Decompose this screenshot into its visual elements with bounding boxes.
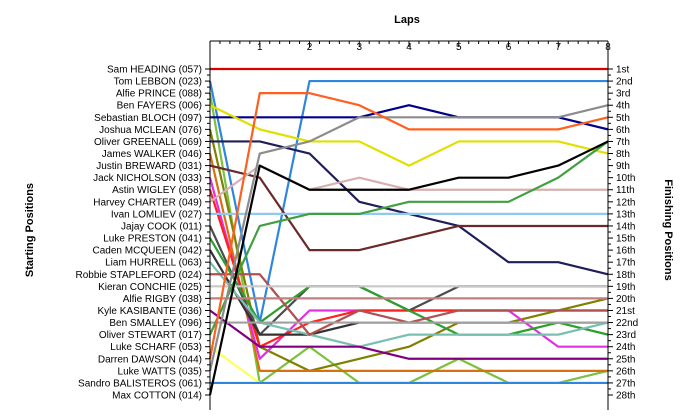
finish-label: 18th [616, 270, 635, 281]
series-line-23 [208, 140, 609, 336]
series-line-26 [208, 140, 609, 396]
finish-label: 22nd [616, 318, 638, 329]
start-label: Alfie PRINCE (088) [116, 89, 202, 100]
start-label: Oliver GREENALL (069) [94, 137, 202, 148]
finish-label: 14th [616, 221, 635, 232]
finish-label: 9th [616, 161, 630, 172]
finish-label: 11th [616, 185, 635, 196]
start-label: Harvey CHARTER (049) [93, 197, 202, 208]
start-label: Justin BREWARD (031) [96, 161, 202, 172]
x-axis-title: Laps [394, 14, 420, 26]
start-label: Sebastian BLOCH (097) [94, 113, 202, 124]
start-label: Kieran CONCHIE (025) [98, 282, 202, 293]
finish-label: 7th [616, 137, 630, 148]
series-line-5 [209, 104, 609, 167]
finish-label: 28th [616, 391, 635, 402]
series-line-27 [208, 104, 609, 372]
finish-label: 3rd [616, 89, 630, 100]
finish-label: 24th [616, 342, 635, 353]
x-tick-label: 1 [257, 42, 263, 53]
series-line-8 [208, 153, 608, 372]
finish-label: 19th [616, 282, 635, 293]
series-line-21 [209, 309, 608, 360]
start-label: James WALKER (046) [102, 149, 202, 160]
finish-label: 23rd [616, 330, 636, 341]
start-label: Jajay COOK (011) [121, 221, 202, 232]
finish-label: 27th [616, 378, 635, 389]
finish-label: 2nd [616, 77, 633, 88]
start-label: Ivan LOMLIEV (027) [111, 209, 202, 220]
x-tick-label: 6 [506, 42, 512, 53]
start-label: Caden MCQUEEN (042) [93, 246, 202, 257]
finish-label: 6th [616, 125, 630, 136]
series-line-6 [208, 129, 609, 372]
series-line-2 [208, 79, 608, 324]
finish-label: 21st [616, 306, 635, 317]
series-line-7 [210, 140, 609, 276]
finish-label: 26th [616, 366, 635, 377]
series-line-14 [208, 225, 608, 336]
finish-label: 10th [616, 173, 635, 184]
start-label: Luke PRESTON (041) [103, 234, 202, 245]
start-label: Kyle KASIBANTE (036) [98, 306, 202, 317]
series-line-28 [208, 92, 609, 359]
x-tick-label: 7 [555, 42, 561, 53]
x-tick-label: 4 [406, 42, 412, 53]
start-label: Alfie RIGBY (038) [123, 294, 202, 305]
finish-label: 13th [616, 209, 635, 220]
x-tick-label: 2 [307, 42, 313, 53]
start-label: Tom LEBBON (023) [114, 77, 202, 88]
start-label: Sandro BALISTEROS (061) [78, 378, 202, 389]
x-tick-label: 3 [356, 42, 362, 53]
start-label: Joshua MCLEAN (076) [99, 125, 202, 136]
finish-label: 16th [616, 246, 635, 257]
start-label: Max COTTON (014) [112, 391, 202, 402]
start-label: Robbie STAPLEFORD (024) [75, 270, 202, 281]
series-line-17 [209, 261, 609, 348]
axes-layer: 1 2 3 4 5 6 7 8 Sam HEADING (057)Tom LEBBON (023… [75, 40, 638, 410]
start-label: Luke WATTS (035) [118, 366, 202, 377]
finish-label: 17th [616, 258, 635, 269]
start-label: Darren DAWSON (044) [98, 354, 202, 365]
start-label: Ben SMALLEY (096) [109, 318, 202, 329]
start-label: Oliver STEWART (017) [99, 330, 202, 341]
start-label: Jack NICHOLSON (033) [93, 173, 202, 184]
series-line-16 [209, 237, 609, 336]
start-label: Sam HEADING (057) [107, 65, 202, 76]
start-label: Luke SCHARF (053) [110, 342, 202, 353]
start-label: Astin WIGLEY (058) [112, 185, 202, 196]
x-tick-label: 8 [605, 42, 611, 53]
finish-label: 4th [616, 101, 630, 112]
series-layer [208, 67, 609, 396]
finish-label: 5th [616, 113, 630, 124]
finish-label: 1st [616, 65, 630, 76]
series-line-10 [208, 177, 608, 360]
start-label: Liam HURRELL (063) [105, 258, 202, 269]
finish-label: 8th [616, 149, 630, 160]
start-label: Ben FAYERS (006) [117, 101, 202, 112]
finish-label: 20th [616, 294, 635, 305]
right-axis-title: Finishing Positions [662, 179, 674, 280]
finish-label: 25th [616, 354, 635, 365]
series-line-9 [209, 164, 608, 252]
finish-label: 15th [616, 234, 635, 245]
x-tick-label: 5 [456, 42, 462, 53]
finish-label: 12th [616, 197, 635, 208]
left-axis-title: Starting Positions [24, 183, 36, 277]
